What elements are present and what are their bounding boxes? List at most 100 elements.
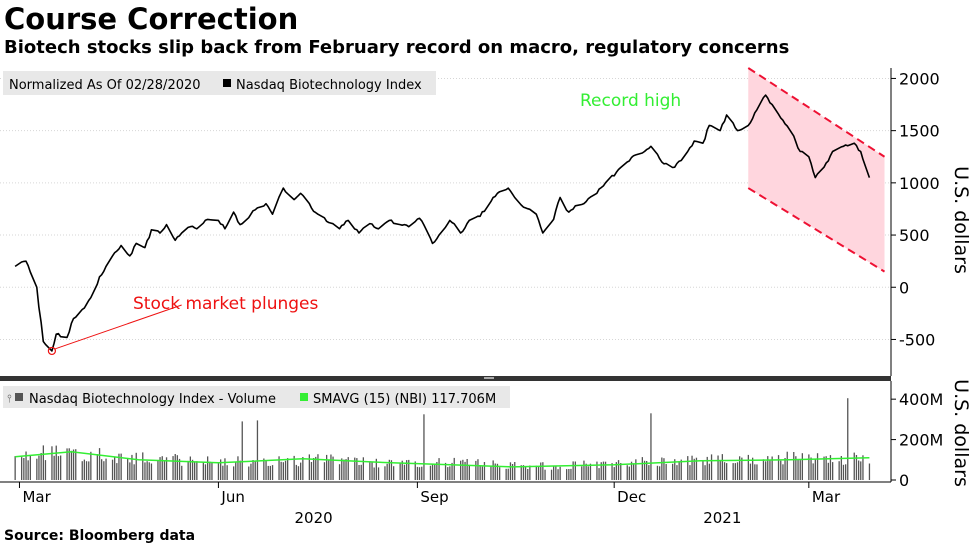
volume-bar	[812, 463, 814, 480]
volume-bar	[444, 462, 447, 480]
volume-bars	[14, 398, 871, 480]
volume-bar	[315, 456, 317, 480]
volume-bar	[505, 468, 507, 480]
volume-bar	[524, 466, 527, 480]
x-axis-year-label: 2020	[294, 509, 332, 527]
x-axis-tick-label: Sep	[420, 488, 448, 506]
volume-bar	[585, 463, 587, 480]
volume-bar	[479, 465, 481, 480]
volume-bar	[620, 463, 622, 480]
volume-bar	[114, 457, 116, 480]
volume-bar	[144, 462, 146, 480]
volume-bar	[421, 466, 423, 480]
volume-bar	[553, 466, 555, 480]
volume-bar	[810, 457, 812, 480]
volume-bar	[269, 465, 271, 480]
volume-bar	[178, 458, 181, 480]
volume-bar	[204, 464, 207, 480]
volume-bar	[542, 462, 544, 480]
volume-bar	[241, 421, 243, 480]
volume-bar	[438, 458, 440, 480]
record-high-annotation: Record high	[580, 91, 681, 111]
legend-series-swatch	[223, 79, 231, 87]
volume-bar	[511, 464, 514, 480]
volume-bar	[544, 469, 546, 480]
volume-bar	[330, 454, 332, 480]
volume-bar	[868, 463, 871, 480]
volume-bar	[559, 466, 561, 480]
volume-bar	[527, 469, 529, 480]
volume-bar	[265, 460, 267, 480]
volume-bar	[855, 455, 858, 480]
pane-divider[interactable]	[0, 376, 891, 381]
volume-bar	[808, 454, 810, 480]
volume-bar	[695, 457, 698, 480]
volume-bar	[271, 465, 274, 480]
volume-bar	[589, 463, 592, 480]
volume-bar	[263, 458, 265, 480]
volume-bar	[36, 458, 38, 480]
volume-legend-swatch	[15, 393, 23, 401]
volume-bar	[663, 458, 665, 480]
volume-bar	[297, 466, 300, 480]
volume-bar	[75, 449, 77, 480]
volume-bar	[42, 445, 44, 480]
volume-bar	[816, 453, 819, 480]
volume-bar	[687, 456, 689, 480]
volume-bar	[762, 459, 765, 480]
volume-bar	[797, 459, 799, 480]
volume-bar	[248, 466, 250, 480]
volume-bar	[462, 459, 464, 480]
volume-bar	[375, 458, 377, 480]
volume-bar	[163, 461, 166, 480]
volume-bar	[514, 462, 516, 480]
x-axis-year-label: 2021	[703, 509, 741, 527]
volume-bar	[165, 457, 168, 480]
volume-bar	[83, 459, 85, 480]
volume-bar	[187, 460, 189, 480]
volume-bar	[40, 453, 42, 480]
volume-bar	[784, 458, 786, 480]
volume-bar	[596, 461, 598, 480]
volume-bar	[477, 459, 479, 480]
volume-bar	[308, 454, 310, 480]
volume-bar	[239, 460, 241, 480]
volume-bar	[161, 456, 163, 480]
volume-bar	[416, 466, 419, 480]
volume-bar	[338, 464, 341, 480]
volume-bar	[490, 465, 492, 480]
volume-bar	[845, 464, 847, 480]
volume-bar	[702, 460, 704, 480]
volume-bar	[362, 457, 364, 480]
volume-bar	[706, 456, 708, 480]
volume-bar	[650, 413, 652, 480]
price-y-tick-label: 2000	[899, 69, 940, 88]
volume-bar	[672, 463, 674, 480]
price-y-ticks: 2000 1500 1000 500 0 -500	[891, 69, 940, 349]
volume-bar	[390, 460, 393, 480]
volume-bar	[615, 462, 617, 480]
volume-bar	[466, 459, 468, 480]
volume-bar	[345, 459, 347, 480]
volume-bar	[574, 461, 576, 480]
volume-bar	[116, 463, 118, 480]
volume-bar	[157, 460, 159, 480]
volume-bar	[70, 450, 73, 480]
volume-bar	[721, 454, 723, 480]
volume-bar	[723, 462, 726, 480]
volume-bar	[676, 465, 678, 480]
legend-series-label: Nasdaq Biotechnology Index	[236, 78, 422, 93]
volume-bar	[135, 452, 137, 480]
volume-bar	[710, 454, 713, 480]
volume-bar	[384, 466, 386, 480]
volume-bar	[689, 465, 691, 480]
volume-bar	[332, 456, 334, 480]
volume-bar	[535, 465, 537, 480]
legend-normalized-label: Normalized As Of 02/28/2020	[9, 78, 201, 93]
channel-upper-line	[747, 67, 886, 158]
volume-bar	[267, 465, 269, 480]
volume-bar	[842, 464, 845, 480]
volume-bar	[741, 457, 743, 480]
volume-bar	[418, 467, 421, 480]
